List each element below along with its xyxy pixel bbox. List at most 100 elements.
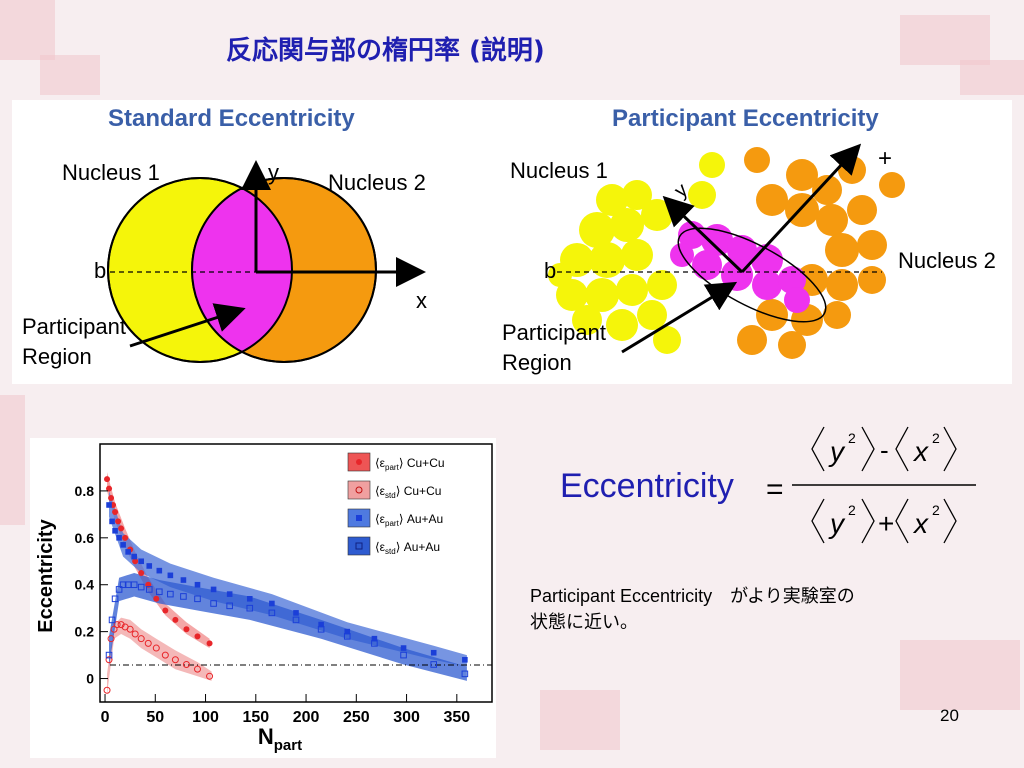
data-point — [161, 651, 169, 659]
data-point — [317, 625, 325, 633]
standard-title: Standard Eccentricity — [108, 105, 355, 132]
background-decoration — [900, 15, 990, 65]
nucleus2-label: Nucleus 2 — [328, 170, 426, 195]
data-point — [137, 583, 145, 591]
data-point — [153, 595, 160, 602]
nucleus2-outline — [191, 177, 377, 363]
x-tick-label: 300 — [393, 709, 420, 726]
den-x-exp: 2 — [932, 502, 940, 518]
num-x: x — [912, 436, 929, 467]
legend-label: ⟨εstd⟩ Cu+Cu — [375, 484, 441, 500]
data-point — [210, 600, 217, 607]
legend-marker — [356, 515, 362, 521]
num-y: y — [828, 436, 846, 467]
data-point — [246, 604, 254, 612]
den-y: y — [828, 508, 846, 539]
participant-label-right-2: Region — [502, 350, 572, 375]
data-point — [112, 527, 118, 534]
data-point — [400, 645, 407, 651]
data-point — [117, 621, 125, 629]
y-axis-label: y — [268, 160, 279, 185]
x-axis-title-sub: part — [274, 737, 302, 754]
data-point — [113, 621, 121, 629]
uncertainty-band — [109, 573, 467, 681]
uncertainty-band — [109, 490, 467, 667]
legend-label: ⟨εstd⟩ Au+Au — [375, 540, 440, 556]
data-point — [162, 607, 169, 614]
y-tick-label: 0.4 — [75, 577, 95, 593]
data-point — [152, 644, 160, 652]
participant-label-right-1: Participant — [502, 320, 606, 345]
data-point — [194, 581, 201, 588]
chart-svg: 0 0.2 0.4 0.6 0.8 0 50 100 150 200 250 300 350 Ecce… — [35, 443, 493, 754]
data-point — [268, 609, 276, 617]
y-tick-label: 0.2 — [75, 624, 95, 640]
data-point — [226, 591, 233, 597]
chart-legend: ⟨εpart⟩ Cu+Cu ⟨εstd⟩ Cu+Cu ⟨εpart⟩ Au+Au ⟨ε… — [347, 452, 445, 556]
data-point — [116, 535, 122, 541]
data-point — [115, 518, 122, 525]
num-minus: - — [880, 435, 889, 465]
participant-title: Participant Eccentricity — [612, 105, 879, 132]
data-point — [206, 672, 214, 680]
data-point — [343, 633, 351, 640]
data-point — [318, 621, 324, 628]
data-point — [145, 586, 153, 593]
data-point — [138, 558, 145, 565]
rotated-x-label: + — [878, 145, 892, 172]
den-y-exp: 2 — [848, 502, 856, 518]
nucleus1-label-right: Nucleus 1 — [510, 158, 608, 183]
data-point — [171, 656, 179, 664]
data-point — [104, 476, 111, 483]
data-point — [112, 509, 119, 516]
data-point — [344, 628, 351, 635]
legend-label: ⟨εpart⟩ Cu+Cu — [375, 456, 445, 472]
data-point — [108, 616, 116, 624]
nucleus1-label: Nucleus 1 — [62, 160, 160, 185]
formula-lhs: Eccentricity — [560, 467, 734, 505]
y-axis-title: Eccentricity — [35, 518, 57, 632]
eccentricity-diagram: Standard Eccentricity y x Nucleus 1 Nucl… — [12, 100, 1012, 384]
x-tick-label: 0 — [101, 709, 110, 726]
legend-marker — [355, 542, 363, 550]
rotated-y-arrow — [662, 195, 744, 274]
formula-equals: = — [766, 473, 784, 506]
nucleus1-nucleons — [548, 152, 725, 354]
eccentricity-chart: 0 0.2 0.4 0.6 0.8 0 50 100 150 200 250 300 350 Ecce… — [30, 438, 496, 758]
data-point — [119, 581, 127, 589]
nucleus2-label-right: Nucleus 2 — [898, 248, 996, 273]
data-point — [146, 563, 153, 569]
data-point — [430, 649, 437, 656]
data-point — [180, 593, 187, 600]
legend-label: ⟨εpart⟩ Au+Au — [375, 512, 443, 528]
uncertainty-band — [107, 617, 212, 695]
data-point — [144, 639, 152, 647]
data-point — [292, 616, 300, 624]
x-axis-label: x — [416, 288, 427, 313]
data-point — [172, 616, 179, 623]
eccentricity-formula: Eccentricity = y 2 - x 2 y 2 + x 2 — [556, 415, 996, 555]
legend-swatch — [347, 480, 371, 500]
slide-title: 反応関与部の楕円率 (説明) — [226, 36, 545, 66]
data-point — [167, 572, 174, 579]
data-point — [210, 586, 217, 593]
background-decoration — [900, 640, 1020, 710]
x-tick-label: 150 — [242, 709, 269, 726]
data-point — [131, 553, 137, 560]
formula-svg: Eccentricity = y 2 - x 2 y 2 + x 2 — [560, 426, 976, 544]
data-point — [108, 494, 115, 501]
data-point — [106, 502, 112, 508]
data-point — [226, 602, 233, 610]
y-tick-label: 0.8 — [75, 483, 95, 499]
data-point — [120, 542, 126, 548]
data-point — [269, 600, 275, 607]
data-point — [122, 534, 129, 541]
legend-marker — [356, 459, 362, 465]
data-point — [118, 525, 125, 532]
x-tick-label: 200 — [293, 709, 320, 726]
participant-label-1: Participant — [22, 314, 126, 339]
data-point — [111, 595, 119, 603]
data-point — [125, 549, 131, 555]
participant-label-2: Region — [22, 344, 92, 369]
legend-swatch — [347, 536, 371, 556]
